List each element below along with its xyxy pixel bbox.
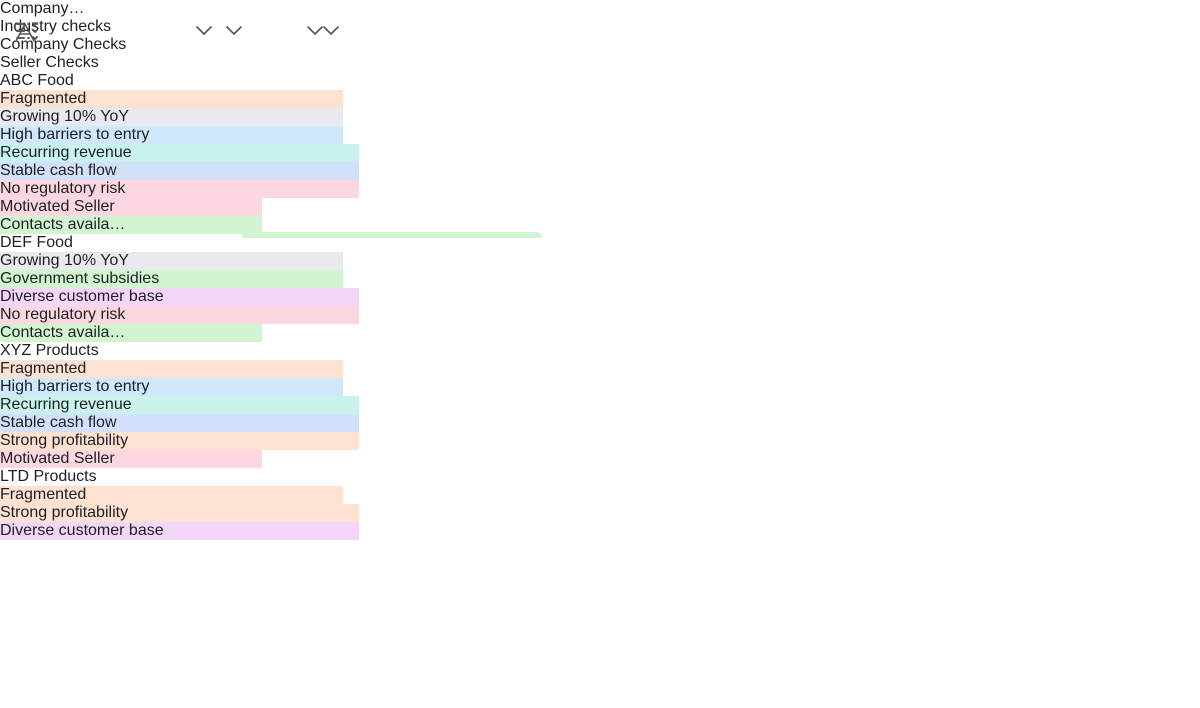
cell: Motivated Seller Contacts availa… — [0, 198, 262, 234]
cell: Diverse customer base No regulatory risk — [0, 288, 359, 324]
tag: Contacts availa… — [0, 324, 262, 342]
column-header[interactable]: Company Checks — [0, 22, 359, 54]
tag: Fragmented — [0, 360, 343, 378]
tag: No regulatory risk — [0, 306, 359, 324]
cell: Fragmented Growing 10% YoY High barriers t… — [0, 90, 343, 144]
row-name: ABC Food — [0, 72, 74, 89]
tag-clipped — [242, 232, 542, 238]
tag: Stable cash flow — [0, 414, 359, 432]
column-header[interactable]: Industry checks — [0, 18, 343, 40]
table-row: ABC Food Fragmented Growing 10% YoY High ba… — [0, 72, 1200, 234]
tag: Fragmented — [0, 90, 343, 108]
column-header[interactable]: Company… — [0, 0, 232, 42]
tag: Motivated Seller — [0, 198, 262, 216]
tag: Government subsidies — [0, 270, 343, 288]
cell: Fragmented High barriers to entry — [0, 360, 343, 396]
dropdown-chevron — [196, 26, 212, 35]
cell: LTD Products — [0, 468, 232, 486]
primary-field-icon — [15, 23, 35, 42]
tag: High barriers to entry — [0, 126, 343, 144]
column-header-label: Industry checks — [0, 18, 112, 35]
cell: Contacts availa… — [0, 324, 262, 342]
column-header-label: Company… — [0, 0, 85, 17]
cell: XYZ Products — [0, 342, 232, 360]
dropdown-chevron — [307, 26, 323, 35]
cell: ABC Food — [0, 72, 232, 90]
tag: Contacts availa… — [0, 216, 262, 234]
tag: Strong profitability — [0, 432, 359, 450]
row-name: XYZ Products — [0, 342, 99, 359]
tag: Diverse customer base — [0, 522, 359, 540]
dropdown-chevron — [226, 26, 242, 35]
cell: Fragmented — [0, 486, 343, 504]
cell: Growing 10% YoY Government subsidies — [0, 252, 343, 288]
tag: Recurring revenue — [0, 144, 359, 162]
table-row: XYZ Products Fragmented High barriers to e… — [0, 342, 1200, 468]
tag: Stable cash flow — [0, 162, 359, 180]
multi-select-icon — [16, 22, 38, 40]
tag: Growing 10% YoY — [0, 252, 343, 270]
tag: No regulatory risk — [0, 180, 359, 198]
tag: Strong profitability — [0, 504, 359, 522]
tag: Recurring revenue — [0, 396, 359, 414]
tag: High barriers to entry — [0, 378, 343, 396]
table-row: LTD Products Fragmented Strong profitabili… — [0, 468, 1200, 540]
column-header-label: Seller Checks — [0, 54, 99, 71]
tag: Growing 10% YoY — [0, 108, 343, 126]
cell: Recurring revenue Stable cash flow No regu… — [0, 144, 359, 198]
row-name: LTD Products — [0, 468, 97, 485]
dropdown-chevron — [323, 26, 339, 35]
table-row: DEF Food Growing 10% YoY Government subsid… — [0, 234, 1200, 342]
cell: Strong profitability Diverse customer bas… — [0, 504, 359, 540]
cell: Motivated Seller — [0, 450, 262, 468]
tag: Diverse customer base — [0, 288, 359, 306]
cell: DEF Food — [0, 234, 232, 252]
column-header[interactable]: Seller Checks — [0, 22, 262, 72]
row-name: DEF Food — [0, 234, 73, 251]
tag: Fragmented — [0, 486, 343, 504]
cell: Recurring revenue Stable cash flow Strong … — [0, 396, 359, 450]
tag: Motivated Seller — [0, 450, 262, 468]
column-header-label: Company Checks — [0, 36, 127, 53]
